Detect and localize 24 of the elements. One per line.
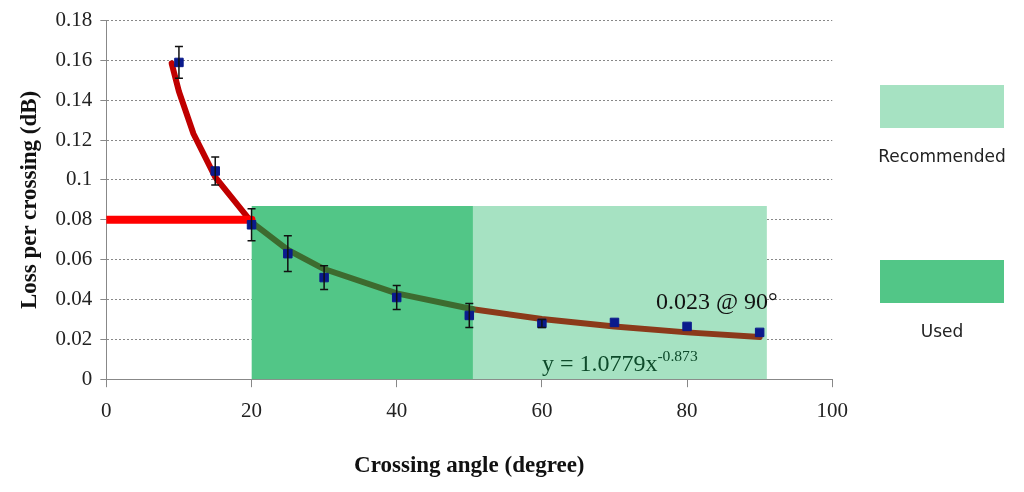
- y-tick-label: 0.14: [55, 86, 93, 111]
- y-axis-title: Loss per crossing (dB): [15, 90, 41, 310]
- x-tick-label: 20: [241, 398, 263, 423]
- text: Used: [919, 321, 965, 341]
- point: [609, 317, 620, 328]
- y-tick-label: 0: [81, 365, 93, 390]
- x-tick-label: 100: [816, 398, 848, 423]
- y-tick-label: 0.08: [55, 206, 93, 231]
- x-tick-label: 80: [676, 398, 698, 423]
- y-tick-label: 0.06: [55, 246, 93, 271]
- y-tick-label: 0.1: [66, 166, 93, 191]
- y-tick-label: 0.12: [55, 126, 93, 151]
- annotation: 0.023 @ 90°: [655, 288, 778, 315]
- x-tick-label: 40: [386, 398, 408, 423]
- y-tick-label: 0.18: [55, 7, 93, 32]
- y-tick-label: 0.16: [55, 46, 93, 71]
- x-axis-title: Crossing angle (degree): [354, 452, 585, 478]
- x-tick-label: 60: [531, 398, 553, 423]
- text: Recommended: [877, 146, 1007, 166]
- y-tick-label: 0.02: [55, 325, 93, 350]
- point: [754, 327, 765, 338]
- point: [682, 321, 692, 332]
- y-tick-label: 0.04: [55, 286, 93, 311]
- x-tick-label: 0: [101, 398, 112, 423]
